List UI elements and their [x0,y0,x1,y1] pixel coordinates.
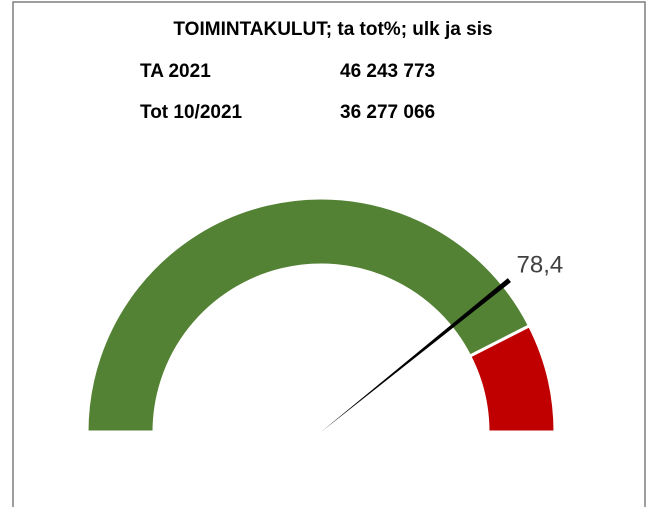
title: TOIMINTAKULUT; ta tot%; ulk ja sis [173,19,492,40]
frame [12,1,646,507]
row-label: TA 2021 [140,61,211,82]
row-value: 46 243 773 [340,61,435,82]
row-label: Tot 10/2021 [140,102,243,123]
gauge-band [85,196,532,434]
row-value: 36 277 066 [340,102,435,123]
needle [321,278,511,432]
value-label: 78,4 [517,252,564,279]
gauge-band [467,323,557,434]
